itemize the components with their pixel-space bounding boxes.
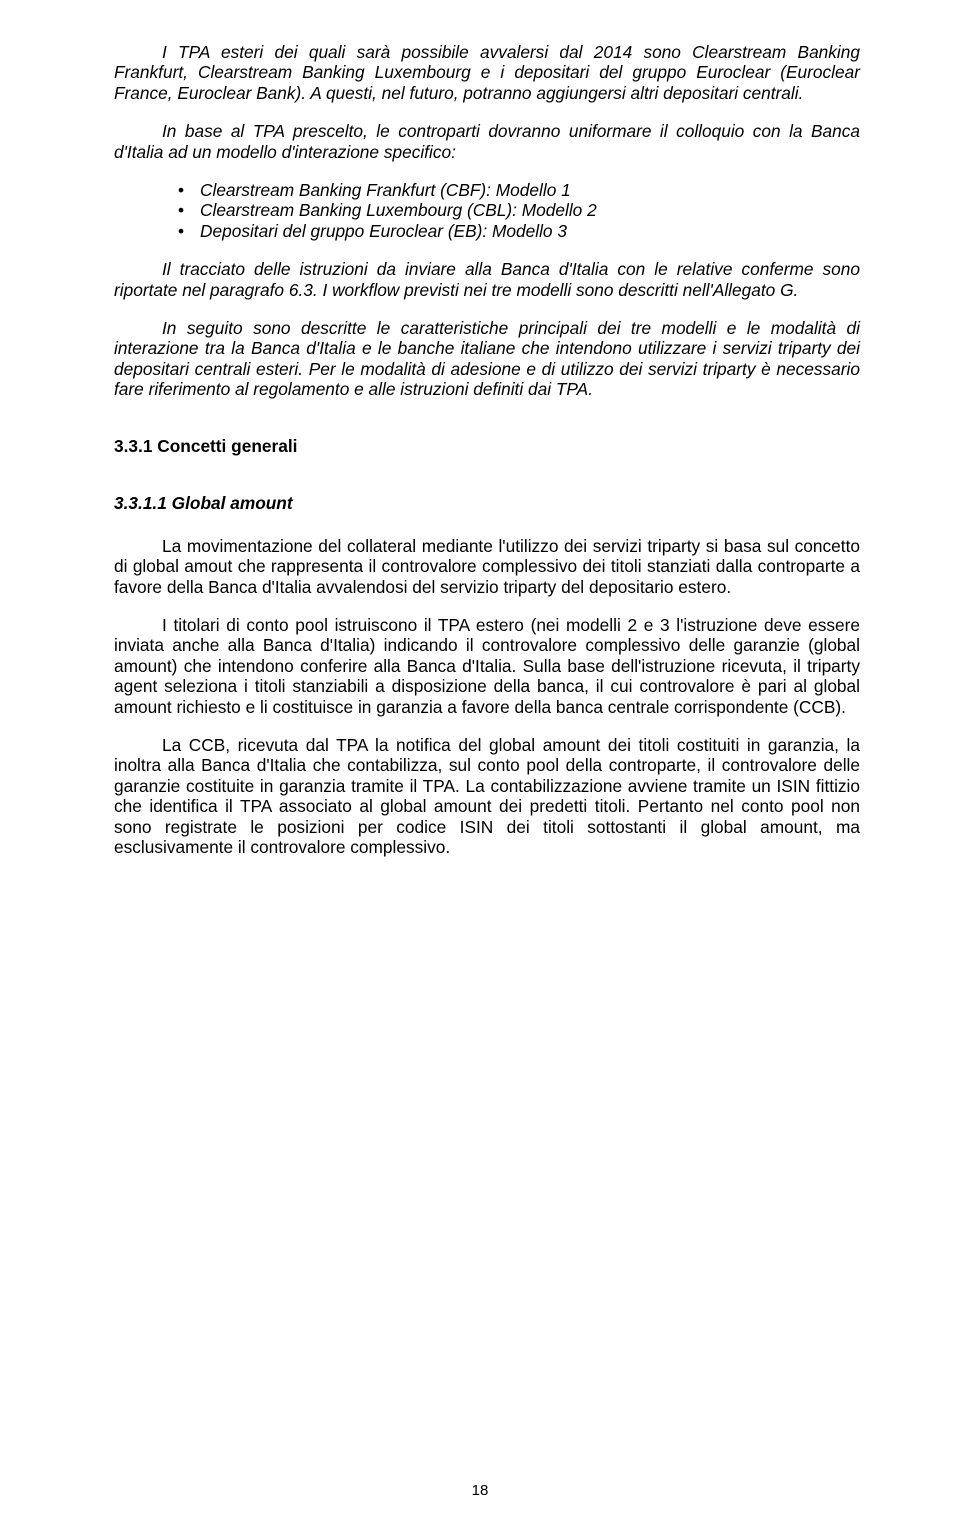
document-page: I TPA esteri dei quali sarà possibile av… — [0, 0, 960, 1525]
paragraph-5: La movimentazione del collateral mediant… — [114, 536, 860, 597]
paragraph-6: I titolari di conto pool istruiscono il … — [114, 615, 860, 717]
subsection-heading: 3.3.1.1 Global amount — [114, 493, 860, 514]
list-item: Clearstream Banking Frankfurt (CBF): Mod… — [178, 180, 860, 200]
list-item: Depositari del gruppo Euroclear (EB): Mo… — [178, 221, 860, 241]
paragraph-3: Il tracciato delle istruzioni da inviare… — [114, 259, 860, 300]
section-heading: 3.3.1 Concetti generali — [114, 436, 860, 457]
paragraph-1: I TPA esteri dei quali sarà possibile av… — [114, 42, 860, 103]
paragraph-2: In base al TPA prescelto, le controparti… — [114, 121, 860, 162]
bullet-list: Clearstream Banking Frankfurt (CBF): Mod… — [114, 180, 860, 241]
list-item: Clearstream Banking Luxembourg (CBL): Mo… — [178, 200, 860, 220]
page-number: 18 — [0, 1482, 960, 1499]
paragraph-7: La CCB, ricevuta dal TPA la notifica del… — [114, 735, 860, 857]
paragraph-4: In seguito sono descritte le caratterist… — [114, 318, 860, 400]
